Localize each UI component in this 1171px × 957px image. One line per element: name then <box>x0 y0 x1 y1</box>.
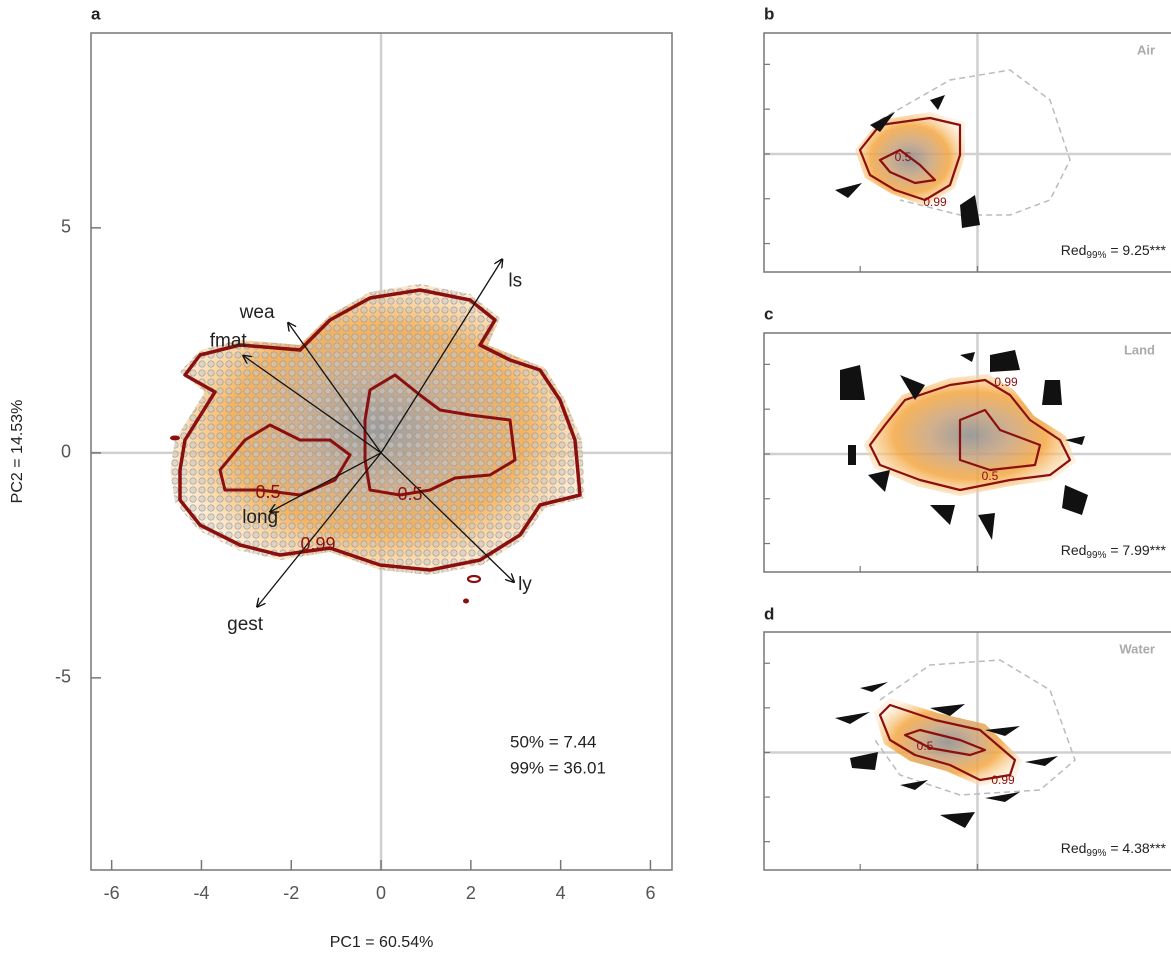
loading-label: wea <box>239 302 275 323</box>
x-axis-label: PC1 = 60.54% <box>330 934 434 951</box>
contour-label: 0.5 <box>895 150 912 164</box>
stat-value: = 9.25*** <box>1106 242 1166 258</box>
annotation: 50% = 7.44 <box>510 732 597 751</box>
panel-frame <box>764 33 1171 272</box>
stat-subscript: 99% <box>1086 250 1106 261</box>
contour-label: 0.99 <box>923 195 947 209</box>
x-tick-label: -2 <box>283 883 299 903</box>
contour-label: 0.99 <box>300 534 335 554</box>
y-tick-label: 0 <box>61 442 71 462</box>
contour-label: 0.5 <box>397 484 422 504</box>
contour-label: 0.99 <box>994 375 1018 389</box>
y-tick-label: 5 <box>61 217 71 237</box>
panel-letter: a <box>91 4 101 23</box>
contour-label: 0.5 <box>917 739 934 753</box>
contour-label: 0.5 <box>255 482 280 502</box>
loading-label: long <box>242 507 278 528</box>
x-tick-label: 2 <box>466 883 476 903</box>
figure: -6 -4 -2 0 2 4 6 -5 0 5 PC1 = 60.54% PC2 = 14.53% ls… <box>0 0 1171 957</box>
stat-label: Red <box>1061 242 1087 258</box>
panel-letter: d <box>764 604 774 623</box>
stat-annotation: Red99% = 7.99*** <box>1061 542 1167 561</box>
stat-value: = 4.38*** <box>1106 840 1166 856</box>
panel-title: Land <box>1124 342 1155 357</box>
stat-value: = 7.99*** <box>1106 542 1166 558</box>
x-tick-label: -4 <box>193 883 209 903</box>
loading-label: ls <box>508 270 522 291</box>
y-axis-label: PC2 = 14.53% <box>9 400 26 504</box>
loading-label: gest <box>227 614 264 635</box>
contour-label: 0.5 <box>982 469 999 483</box>
annotation: 99% = 36.01 <box>510 758 606 777</box>
loading-label: fmat <box>210 331 248 352</box>
panel-title: Water <box>1119 641 1155 656</box>
density-c <box>840 350 1088 540</box>
density-b <box>835 70 1070 228</box>
stat-subscript: 99% <box>1086 848 1106 859</box>
x-tick-label: -6 <box>104 883 120 903</box>
contour-label: 0.99 <box>991 773 1015 787</box>
stat-annotation: Red99% = 4.38*** <box>1061 840 1167 859</box>
x-tick-label: 6 <box>645 883 655 903</box>
stat-label: Red <box>1061 542 1087 558</box>
panel-letter: b <box>764 4 774 23</box>
stat-subscript: 99% <box>1086 550 1106 561</box>
loading-label: ly <box>518 574 532 595</box>
panel-letter: c <box>764 304 773 323</box>
stat-label: Red <box>1061 840 1087 856</box>
density-d <box>835 660 1075 828</box>
stat-annotation: Red99% = 9.25*** <box>1061 242 1167 261</box>
y-tick-label: -5 <box>55 667 71 687</box>
panel-title: Air <box>1137 42 1155 57</box>
x-tick-label: 0 <box>376 883 386 903</box>
x-tick-label: 4 <box>556 883 566 903</box>
